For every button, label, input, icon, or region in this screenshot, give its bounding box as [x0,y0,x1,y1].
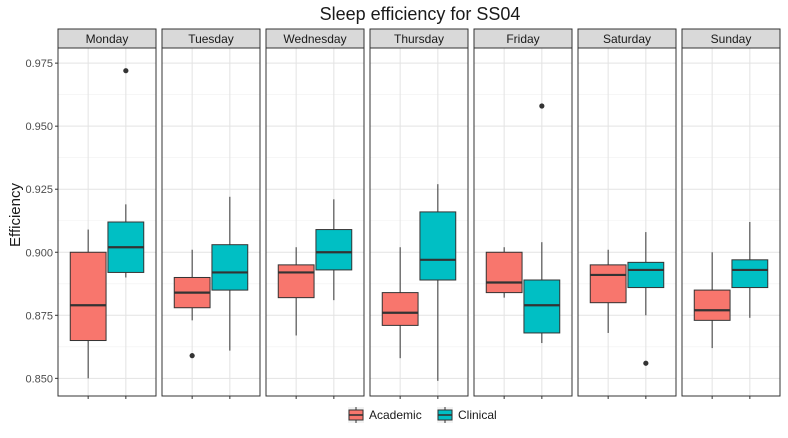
panel-border [57,47,157,397]
box-clinical [107,68,145,278]
y-tick-label: 0.850 [25,373,53,385]
legend-item-clinical: Clinical [437,407,497,423]
box-body [693,289,731,321]
y-tick-label: 0.975 [25,58,53,70]
panel-background [162,48,260,396]
box-clinical [419,184,457,381]
panel-border [265,47,365,397]
facet-strip-label: Thursday [394,32,444,46]
panel-border [369,47,469,397]
facet-strip-label: Monday [86,32,129,46]
box-clinical [523,103,561,344]
box-academic [173,249,211,359]
outlier-point [123,68,129,74]
panel-background [474,48,572,396]
box-body [381,292,419,326]
panel-background [578,48,676,396]
outlier-point [643,360,649,366]
box-academic [589,249,627,333]
box-academic [381,247,419,359]
facet-monday: Monday [57,28,157,399]
legend-label: Clinical [458,408,497,422]
box-academic [485,247,523,298]
facet-wednesday: Wednesday [265,28,365,399]
legend-item-academic: Academic [348,407,422,423]
box-academic [277,247,315,336]
panel-background [266,48,364,396]
box-body [731,259,769,289]
box-body [315,229,353,271]
box-clinical [315,199,353,301]
y-axis: 0.850 0.875 0.900 0.925 0.950 0.975 [25,58,58,385]
facet-strip-label: Wednesday [283,32,346,46]
legend-label: Academic [369,408,422,422]
box-clinical [731,222,769,318]
facet-tuesday: Tuesday [161,28,261,399]
chart-title: Sleep efficiency for SS04 [320,4,521,24]
y-tick-label: 0.900 [25,247,53,259]
box-academic [693,252,731,349]
facet-saturday: Saturday [577,28,677,399]
facet-strip-label: Saturday [603,32,651,46]
y-tick-label: 0.875 [25,310,53,322]
facet-strip-label: Friday [506,32,539,46]
box-body [277,264,315,299]
panel-border [681,47,781,397]
y-tick-label: 0.950 [25,121,53,133]
box-body [589,264,627,304]
outlier-point [539,103,545,109]
panel-background [682,48,780,396]
panel-border [161,47,261,397]
box-academic [69,229,107,379]
box-clinical [211,196,249,351]
facet-friday: Friday [473,28,573,399]
outlier-point [189,353,195,359]
box-clinical [627,232,665,366]
box-body [523,279,561,334]
y-axis-label: Efficiency [7,183,24,247]
y-tick-label: 0.925 [25,184,53,196]
facet-strip-label: Sunday [711,32,752,46]
legend: Academic Clinical [348,407,497,423]
facet-strip-label: Tuesday [188,32,234,46]
panel-border [473,47,573,397]
panel-border [577,47,677,397]
facet-sunday: Sunday [681,28,781,399]
box-body [69,251,107,342]
facet-thursday: Thursday [369,28,469,399]
box-body [485,251,523,294]
box-body [211,244,249,291]
facet-panels: Monday Tuesday Wednesday Thursday Friday Satu… [57,28,781,399]
box-body [627,261,665,289]
box-body [419,211,457,281]
